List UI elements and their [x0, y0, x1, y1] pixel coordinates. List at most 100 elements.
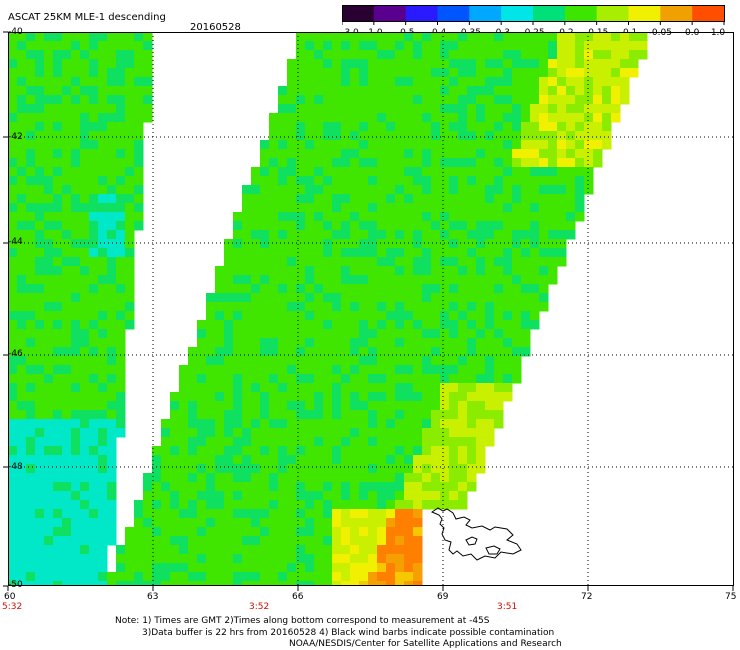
swath-cell [242, 464, 252, 474]
swath-cell [251, 428, 261, 438]
swath-cell [188, 518, 198, 528]
swath-cell [566, 95, 576, 105]
swath-cell [476, 221, 486, 231]
swath-cell [332, 311, 342, 321]
swath-cell [422, 266, 432, 276]
swath-cell [17, 212, 27, 222]
swath-cell [350, 293, 360, 303]
swath-cell [476, 329, 486, 339]
swath-cell [251, 572, 261, 582]
swath-cell [476, 158, 486, 168]
swath-cell [530, 320, 540, 330]
swath-cell [287, 329, 297, 339]
swath-cell [368, 203, 378, 213]
swath-cell [557, 257, 567, 267]
swath-cell [494, 59, 504, 69]
swath-cell [80, 473, 90, 483]
swath-cell [242, 203, 252, 213]
swath-cell [368, 149, 378, 159]
swath-cell [530, 176, 540, 186]
swath-cell [251, 167, 261, 177]
swath-cell [53, 167, 63, 177]
swath-cell [224, 293, 234, 303]
swath-cell [539, 122, 549, 132]
swath-cell [467, 455, 477, 465]
swath-cell [458, 347, 468, 357]
swath-cell [449, 50, 459, 60]
swath-cell [404, 446, 414, 456]
swath-cell [296, 230, 306, 240]
swath-cell [242, 536, 252, 546]
swath-cell [251, 374, 261, 384]
swath-cell [125, 95, 135, 105]
swath-cell [377, 122, 387, 132]
swath-cell [35, 212, 45, 222]
swath-cell [377, 59, 387, 69]
swath-cell [296, 185, 306, 195]
swath-cell [332, 581, 342, 586]
swath-cell [107, 212, 117, 222]
swath-cell [431, 149, 441, 159]
lon-label: 63 [147, 592, 159, 602]
swath-cell [395, 347, 405, 357]
swath-cell [26, 41, 36, 51]
swath-cell [134, 563, 144, 573]
swath-cell [125, 239, 135, 249]
swath-cell [251, 581, 261, 586]
swath-cell [125, 266, 135, 276]
swath-cell [332, 572, 342, 582]
swath-cell [350, 473, 360, 483]
swath-cell [197, 545, 207, 555]
swath-cell [89, 437, 99, 447]
swath-cell [395, 131, 405, 141]
swath-cell [341, 446, 351, 456]
swath-cell [233, 500, 243, 510]
colorbar-swatch [628, 5, 661, 21]
swath-cell [368, 158, 378, 168]
swath-cell [251, 437, 261, 447]
swath-cell [53, 419, 63, 429]
swath-cell [350, 32, 360, 42]
swath-cell [125, 545, 135, 555]
swath-cell [80, 410, 90, 420]
swath-cell [422, 104, 432, 114]
swath-cell [179, 482, 189, 492]
swath-cell [404, 383, 414, 393]
swath-cell [242, 419, 252, 429]
swath-cell [323, 59, 333, 69]
swath-cell [269, 401, 279, 411]
swath-cell [458, 50, 468, 60]
swath-cell [530, 293, 540, 303]
swath-cell [323, 167, 333, 177]
swath-cell [269, 338, 279, 348]
swath-cell [341, 320, 351, 330]
swath-cell [305, 95, 315, 105]
swath-cell [296, 428, 306, 438]
swath-cell [548, 158, 558, 168]
swath-cell [98, 563, 108, 573]
swath-cell [242, 392, 252, 402]
swath-cell [179, 419, 189, 429]
swath-cell [8, 356, 18, 366]
swath-cell [170, 455, 180, 465]
swath-cell [485, 149, 495, 159]
swath-cell [323, 536, 333, 546]
swath-cell [242, 437, 252, 447]
swath-cell [377, 563, 387, 573]
swath-cell [98, 86, 108, 96]
swath-cell [323, 221, 333, 231]
swath-cell [323, 311, 333, 321]
swath-cell [395, 329, 405, 339]
swath-cell [539, 149, 549, 159]
swath-cell [323, 32, 333, 42]
swath-cell [17, 338, 27, 348]
swath-cell [449, 212, 459, 222]
swath-cell [233, 392, 243, 402]
swath-cell [26, 50, 36, 60]
swath-cell [206, 401, 216, 411]
swath-cell [530, 230, 540, 240]
swath-cell [476, 338, 486, 348]
swath-cell [242, 275, 252, 285]
swath-cell [512, 104, 522, 114]
swath-cell [116, 293, 126, 303]
